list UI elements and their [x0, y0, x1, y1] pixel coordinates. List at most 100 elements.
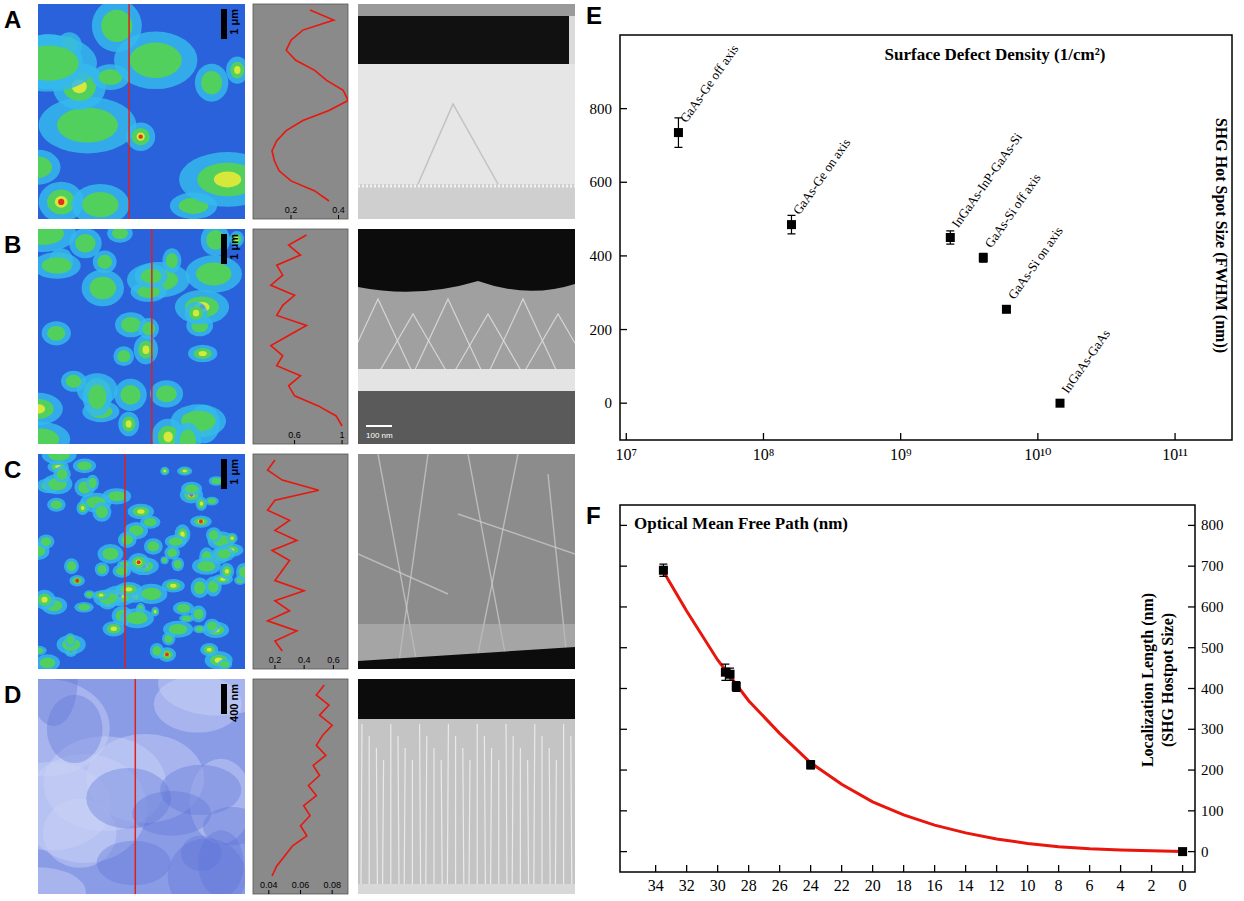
shg-blob	[152, 646, 161, 656]
plot-frame	[620, 505, 1195, 872]
tem-interface	[358, 185, 575, 188]
error-bar	[674, 118, 682, 147]
y-tick	[620, 255, 627, 256]
shg-blob	[132, 128, 150, 146]
shg-blob	[136, 560, 142, 565]
y-axis-title: Localization Length (nm)	[1139, 593, 1157, 767]
shg-blob	[57, 469, 68, 479]
tem-layer	[358, 229, 575, 292]
shg-blob	[230, 62, 244, 79]
y-tick	[620, 729, 627, 730]
shg-blob	[144, 518, 157, 526]
shg-blob	[93, 589, 122, 607]
tem-defect	[413, 299, 483, 374]
x-tick-label: 10¹¹	[1162, 446, 1188, 463]
shg-blob	[189, 306, 203, 320]
shg-blob	[234, 66, 240, 74]
point	[1178, 847, 1187, 856]
shg-blob	[175, 290, 229, 324]
x-tick-label: 34	[648, 877, 664, 894]
profile-frame	[253, 679, 348, 894]
shg-blob	[194, 348, 212, 359]
y-tick	[1188, 769, 1195, 770]
shg-blob	[42, 454, 77, 465]
shg-blob	[198, 499, 205, 508]
shg-blob	[97, 255, 112, 269]
tem-defect	[420, 724, 421, 884]
shg-blob	[38, 404, 45, 413]
y-tick	[620, 182, 627, 183]
x-tick-label: 24	[803, 877, 819, 894]
shg-blob	[154, 610, 156, 613]
tem-defect	[528, 760, 529, 884]
panel-letter: A	[4, 6, 21, 33]
shg-blob	[38, 429, 59, 444]
tem-defect	[390, 724, 391, 884]
tem-defect	[418, 104, 498, 184]
tem-defect	[555, 760, 556, 884]
shg-blob	[38, 648, 44, 654]
shg-blob	[182, 616, 191, 621]
shg-blob	[38, 393, 63, 425]
x-tick-label: 16	[927, 877, 943, 894]
y-tick	[1188, 810, 1195, 811]
shg-blob	[227, 533, 238, 544]
tem-defect	[549, 748, 550, 884]
scale-bar	[221, 684, 227, 714]
shg-blob	[160, 467, 169, 476]
shg-blob	[197, 561, 215, 572]
scale-bar	[221, 459, 227, 489]
profile-tick-label: 0.6	[327, 655, 340, 665]
shg-blob	[163, 621, 193, 638]
shg-blob	[121, 585, 137, 594]
y-tick-label: 200	[1201, 762, 1224, 778]
shg-blob	[162, 558, 167, 563]
shg-blob	[177, 467, 192, 476]
shg-blob	[225, 569, 229, 574]
shg-blob	[196, 626, 204, 631]
shg-blob	[200, 502, 203, 506]
shg-blob	[38, 399, 54, 419]
y-tick	[620, 525, 627, 526]
tem-defect	[376, 748, 377, 884]
y-tick	[1188, 729, 1195, 730]
y-tick	[620, 851, 627, 852]
shg-blob	[38, 35, 97, 92]
panel-letter: E	[586, 2, 602, 29]
tem-image	[358, 229, 575, 444]
y-tick-label: 300	[1201, 721, 1224, 737]
shg-blob	[185, 255, 242, 292]
shg-blob	[208, 498, 217, 504]
shg-blob	[67, 636, 74, 645]
chart-f: F343230282624222018161412108642001002003…	[586, 502, 1224, 894]
y-tick	[620, 108, 627, 109]
shg-blob	[185, 484, 198, 492]
shg-blob	[204, 619, 220, 633]
tem-scale-bar	[366, 425, 392, 427]
tem-image	[358, 679, 575, 894]
x-tick-label: 14	[958, 877, 974, 894]
shg-blob	[204, 646, 215, 654]
shg-blob	[196, 262, 231, 285]
shg-blob	[134, 335, 158, 364]
x-tick-label: 4	[1117, 877, 1125, 894]
profile-tick	[300, 890, 301, 894]
shg-map	[38, 229, 245, 444]
x-tick-label: 32	[679, 877, 695, 894]
x-tick	[779, 865, 780, 872]
shg-blob	[214, 546, 235, 561]
tem-defect	[383, 760, 384, 884]
shg-blob	[90, 277, 117, 300]
shg-blob	[38, 679, 78, 726]
shg-blob	[73, 459, 96, 474]
shg-blob	[164, 652, 169, 656]
shg-blob	[86, 475, 99, 491]
shg-blob	[162, 248, 181, 273]
tem-layer	[358, 4, 575, 16]
tem-defect	[484, 736, 485, 884]
shg-hot-spot	[75, 579, 79, 583]
shg-blob	[38, 46, 79, 81]
point	[946, 233, 955, 242]
shg-blob	[82, 192, 118, 217]
profile-tick	[338, 215, 339, 219]
